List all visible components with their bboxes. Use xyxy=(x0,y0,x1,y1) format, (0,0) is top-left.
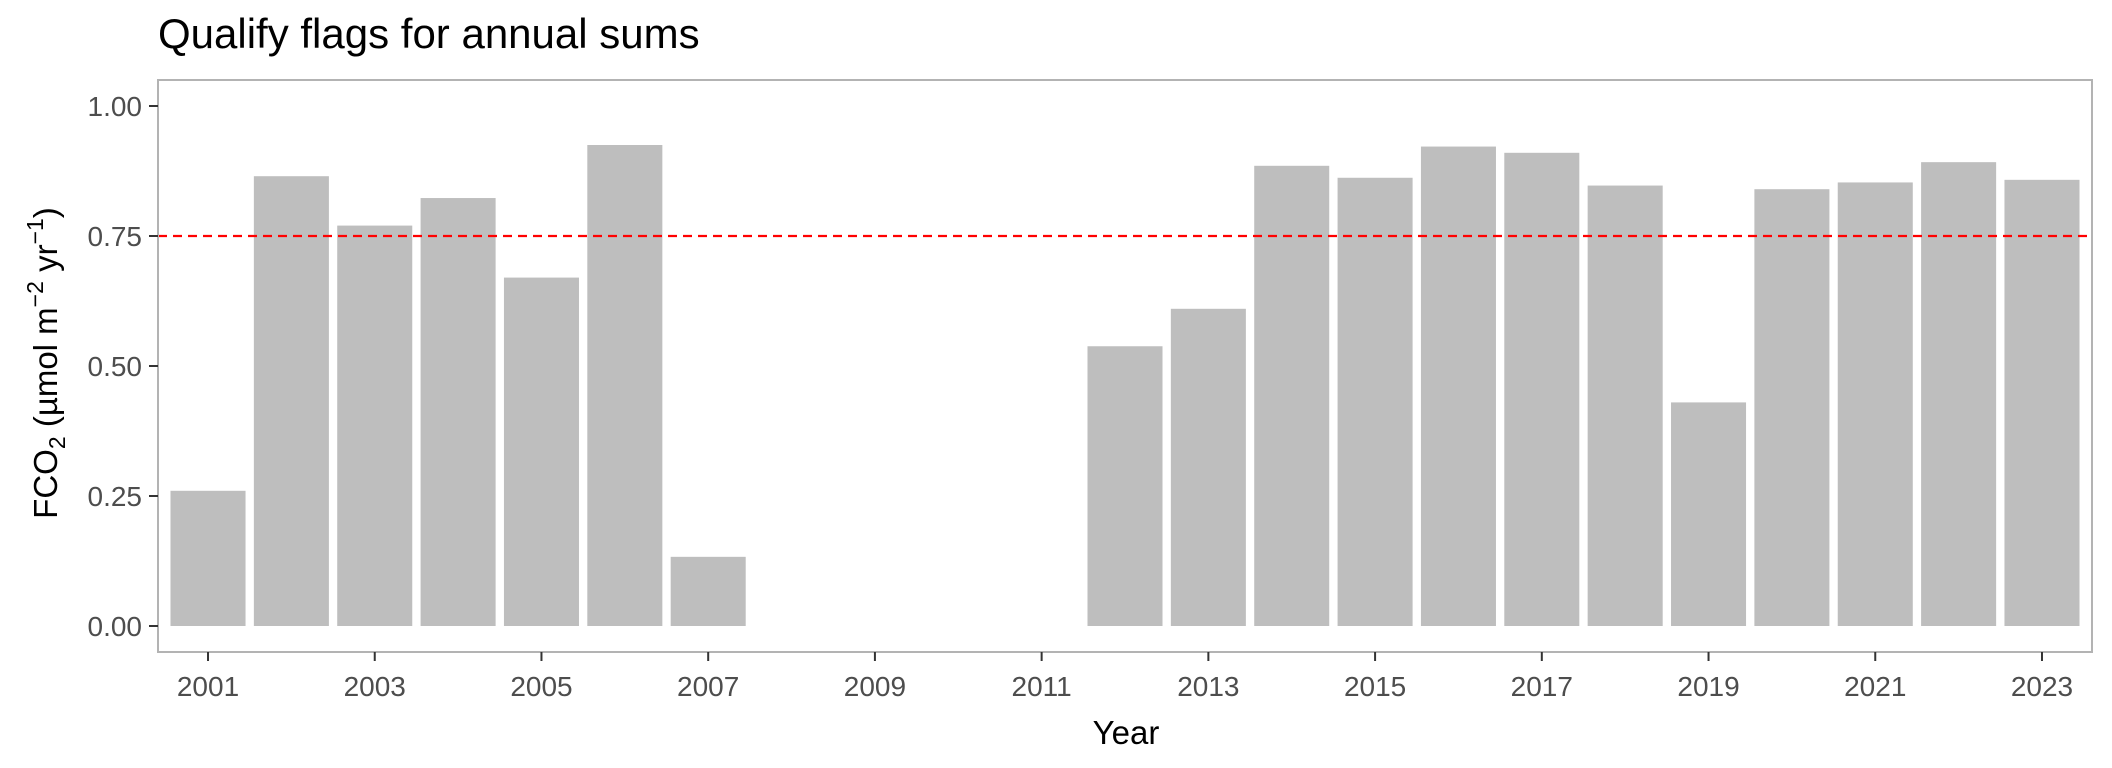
bar-2019 xyxy=(1671,402,1747,626)
x-tick-label: 2013 xyxy=(1177,671,1239,702)
x-tick-label: 2021 xyxy=(1844,671,1906,702)
chart-title: Qualify flags for annual sums xyxy=(158,10,700,57)
y-axis-title: FCO2 (µmol m−2 yr−1) xyxy=(22,207,70,519)
y-axis: 0.00 0.25 0.50 0.75 1.00 xyxy=(88,91,158,642)
bar-2018 xyxy=(1587,185,1663,626)
bar-2007 xyxy=(670,556,746,626)
bar-2005 xyxy=(503,277,579,626)
x-axis: 2001 2003 2005 2007 2009 2011 2013 2015 2017 2019… xyxy=(177,652,2073,702)
y-axis-title-main: FCO xyxy=(27,449,64,519)
x-tick-label: 2007 xyxy=(677,671,739,702)
x-tick-label: 2009 xyxy=(844,671,906,702)
x-tick-label: 2015 xyxy=(1344,671,1406,702)
y-tick-label: 0.50 xyxy=(88,351,143,382)
y-tick-label: 0.25 xyxy=(88,481,143,512)
y-axis-title-mid: yr xyxy=(27,244,64,281)
bar-2020 xyxy=(1754,189,1830,626)
bar-2016 xyxy=(1420,146,1496,626)
bar-2013 xyxy=(1170,308,1246,626)
y-tick-label: 0.75 xyxy=(88,221,143,252)
x-tick-label: 2003 xyxy=(344,671,406,702)
y-axis-title-sup1: −2 xyxy=(22,281,48,307)
bar-2015 xyxy=(1337,177,1413,626)
bar-2002 xyxy=(253,176,329,626)
x-tick-label: 2017 xyxy=(1511,671,1573,702)
bar-2021 xyxy=(1837,182,1913,626)
y-axis-title-close: ) xyxy=(27,207,64,218)
bar-2017 xyxy=(1504,152,1580,627)
y-axis-title-sub: 2 xyxy=(44,436,70,449)
bar-2023 xyxy=(2004,179,2080,626)
x-axis-title: Year xyxy=(1093,714,1160,751)
bar-2012 xyxy=(1087,346,1163,626)
bar-2001 xyxy=(170,490,246,626)
bar-2022 xyxy=(1921,162,1997,626)
bar-2004 xyxy=(420,198,496,627)
y-axis-title-units-open: (µmol m xyxy=(27,307,64,436)
x-tick-label: 2023 xyxy=(2011,671,2073,702)
bars-layer xyxy=(170,145,2080,627)
bar-2006 xyxy=(587,145,663,626)
bar-2014 xyxy=(1254,165,1330,627)
y-axis-title-sup2: −1 xyxy=(22,218,48,244)
y-tick-label: 0.00 xyxy=(88,611,143,642)
x-tick-label: 2001 xyxy=(177,671,239,702)
x-tick-label: 2005 xyxy=(510,671,572,702)
x-tick-label: 2019 xyxy=(1677,671,1739,702)
x-tick-label: 2011 xyxy=(1012,671,1072,702)
bar-2003 xyxy=(337,225,413,626)
y-tick-label: 1.00 xyxy=(88,91,143,122)
